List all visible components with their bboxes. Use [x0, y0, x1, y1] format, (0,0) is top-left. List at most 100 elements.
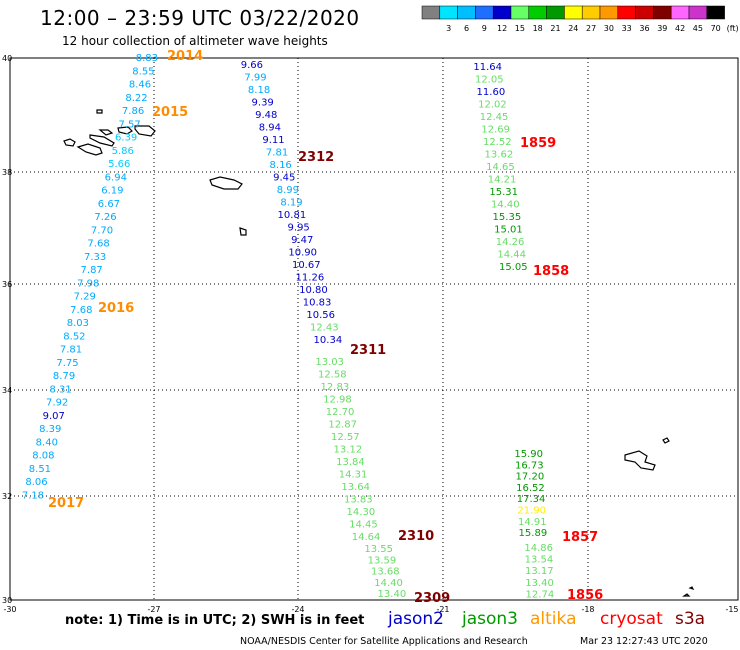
wave-height-value: 8.79	[53, 371, 75, 382]
pass-id-label: 2014	[167, 49, 203, 64]
pass-id-label: 2311	[350, 343, 386, 358]
wave-height-value: 13.62	[485, 150, 514, 161]
wave-height-value: 8.18	[248, 85, 270, 96]
generation-timestamp: Mar 23 12:27:43 UTC 2020	[580, 636, 708, 647]
wave-height-value: 13.40	[378, 589, 407, 600]
pass-id-label: 1857	[562, 530, 598, 545]
satellite-label-jason3: jason3	[462, 609, 518, 629]
scale-tick-label: 36	[639, 24, 649, 33]
pass-id-label: 1859	[520, 136, 556, 151]
satellite-label-s3a: s3a	[675, 609, 706, 629]
wave-height-value: 9.11	[262, 135, 284, 146]
wave-height-value: 13.64	[341, 482, 370, 493]
y-tick-label: 38	[2, 168, 12, 177]
x-tick-label: -24	[291, 605, 304, 614]
island-outline	[624, 450, 656, 471]
wave-height-value: 17.20	[516, 472, 545, 483]
pass-id-label: 2309	[414, 591, 450, 606]
pass-id-label: 2310	[398, 529, 434, 544]
pass-id-label: 2016	[98, 301, 134, 316]
wave-height-value: 7.68	[87, 239, 109, 250]
wave-height-value: 12.74	[526, 589, 555, 600]
wave-height-value: 14.31	[339, 470, 368, 481]
x-tick-label: -18	[581, 605, 594, 614]
scale-tick-label: 15	[515, 24, 525, 33]
wave-height-value: 7.26	[94, 212, 116, 223]
wave-height-value: 7.92	[46, 398, 68, 409]
wave-height-value: 9.47	[291, 235, 313, 246]
scale-tick-label: 24	[568, 24, 578, 33]
wave-height-value: 13.54	[525, 555, 554, 566]
x-tick-label: -30	[3, 605, 16, 614]
wave-height-value: 7.29	[74, 292, 96, 303]
island-outline	[682, 593, 691, 597]
wave-height-value: 8.99	[277, 185, 299, 196]
wave-height-value: 9.48	[255, 110, 277, 121]
wave-height-value: 8.83	[136, 53, 158, 64]
wave-height-value: 13.03	[315, 357, 344, 368]
scale-tick-label: 42	[675, 24, 685, 33]
wave-height-value: 14.91	[518, 517, 547, 528]
wave-height-value: 6.67	[98, 199, 120, 210]
wave-height-value: 6.94	[105, 172, 127, 183]
pass-id-label: 1858	[533, 264, 569, 279]
wave-height-value: 12.02	[478, 100, 507, 111]
wave-height-value: 9.66	[241, 60, 263, 71]
wave-height-value: 12.58	[318, 370, 347, 381]
wave-height-value: 15.01	[494, 225, 523, 236]
wave-height-value: 12.83	[321, 382, 350, 393]
scale-tick-label: 27	[586, 24, 596, 33]
pass-id-label: 2015	[152, 105, 188, 120]
scale-unit-label: (ft)	[727, 24, 739, 33]
scale-tick-label: 9	[482, 24, 487, 33]
wave-height-value: 14.65	[486, 162, 515, 173]
wave-height-value: 8.39	[39, 424, 61, 435]
wave-height-value: 7.81	[60, 345, 82, 356]
wave-height-value: 15.05	[499, 262, 528, 273]
y-tick-label: 32	[2, 492, 12, 501]
wave-height-value: 12.52	[483, 137, 512, 148]
page-title: 12:00 – 23:59 UTC 03/22/2020	[40, 6, 360, 30]
island-outline	[117, 126, 133, 135]
wave-height-value: 13.68	[371, 567, 400, 578]
island-outline	[98, 129, 114, 136]
wave-height-value: 13.84	[336, 457, 365, 468]
pass-id-label: 1856	[567, 588, 603, 603]
page-subtitle: 12 hour collection of altimeter wave hei…	[62, 34, 328, 48]
x-tick-label: -15	[725, 605, 738, 614]
island-outline	[134, 125, 156, 137]
wave-height-value: 13.59	[368, 555, 397, 566]
credit-line: NOAA/NESDIS Center for Satellite Applica…	[240, 636, 528, 647]
wave-height-value: 12.98	[323, 395, 352, 406]
scale-tick-label: 6	[464, 24, 469, 33]
wave-height-value: 15.90	[514, 449, 543, 460]
wave-height-value: 7.18	[22, 490, 44, 501]
wave-height-value: 10.83	[303, 298, 332, 309]
wave-height-value: 13.12	[334, 445, 363, 456]
wave-height-value: 8.55	[132, 66, 154, 77]
wave-height-value: 7.99	[244, 73, 266, 84]
wave-height-value: 8.40	[36, 437, 58, 448]
wave-height-value: 8.08	[32, 451, 54, 462]
scale-tick-label: 18	[533, 24, 543, 33]
wave-height-value: 14.64	[352, 532, 381, 543]
color-scale-legend: 3 6 9 12 15 18 21 24 27 30 33 36 39 42 45 70 (ft)	[421, 5, 739, 33]
wave-height-value: 8.52	[63, 331, 85, 342]
wave-height-value: 8.94	[259, 123, 281, 134]
scale-tick-label: 45	[693, 24, 703, 33]
satellite-label-jason2: jason2	[388, 609, 444, 629]
wave-height-value: 14.26	[496, 237, 525, 248]
wave-height-value: 11.64	[473, 62, 502, 73]
wave-height-value: 16.73	[515, 460, 544, 471]
wave-height-value: 8.03	[67, 318, 89, 329]
satellite-label-altika: altika	[530, 609, 577, 629]
wave-height-value: 10.90	[288, 248, 317, 259]
wave-height-value: 14.40	[491, 200, 520, 211]
wave-height-value: 7.75	[56, 358, 78, 369]
island-outline	[688, 586, 695, 591]
y-tick-label: 40	[2, 54, 12, 63]
scale-tick-label: 21	[550, 24, 560, 33]
island-outline	[96, 109, 103, 114]
wave-height-value: 13.83	[344, 495, 373, 506]
